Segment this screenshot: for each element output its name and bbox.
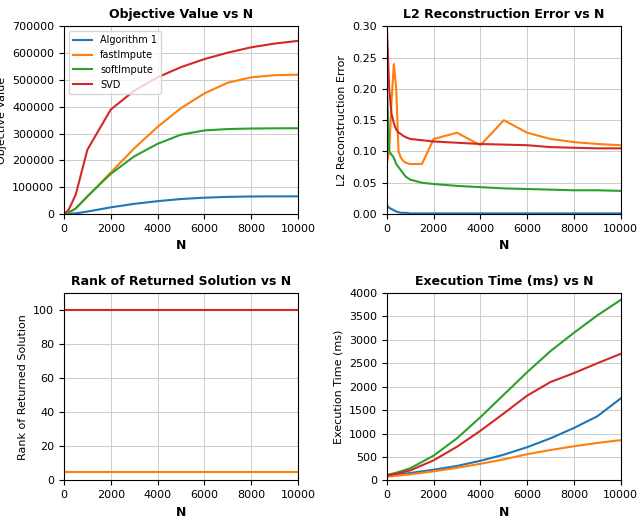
- SVD: [271, 40, 278, 46]
- softImpute: [247, 125, 255, 131]
- softImpute: [224, 126, 232, 132]
- Y-axis label: Objective Value: Objective Value: [0, 77, 6, 164]
- Title: Execution Time (ms) vs N: Execution Time (ms) vs N: [415, 275, 593, 288]
- Algorithm 1: [294, 193, 302, 200]
- Algorithm 1: [177, 196, 185, 202]
- fastImpute: [200, 90, 208, 97]
- softImpute: [84, 193, 92, 200]
- Line: softImpute: softImpute: [64, 128, 298, 214]
- softImpute: [65, 209, 72, 215]
- SVD: [65, 206, 72, 213]
- softImpute: [107, 171, 115, 177]
- fastImpute: [60, 211, 68, 217]
- fastImpute: [247, 74, 255, 80]
- SVD: [131, 88, 138, 94]
- Y-axis label: Execution Time (ms): Execution Time (ms): [333, 329, 344, 444]
- fastImpute: [107, 169, 115, 176]
- SVD: [107, 106, 115, 112]
- Algorithm 1: [72, 210, 79, 216]
- SVD: [200, 56, 208, 62]
- softImpute: [131, 153, 138, 159]
- fastImpute: [177, 105, 185, 111]
- Algorithm 1: [107, 204, 115, 211]
- SVD: [224, 50, 232, 56]
- Line: fastImpute: fastImpute: [64, 74, 298, 214]
- Algorithm 1: [154, 198, 161, 204]
- SVD: [72, 192, 79, 198]
- softImpute: [294, 125, 302, 131]
- Title: L2 Reconstruction Error vs N: L2 Reconstruction Error vs N: [403, 8, 605, 21]
- Line: SVD: SVD: [64, 41, 298, 214]
- Algorithm 1: [224, 194, 232, 200]
- Line: Algorithm 1: Algorithm 1: [64, 196, 298, 214]
- softImpute: [271, 125, 278, 131]
- Algorithm 1: [131, 201, 138, 207]
- SVD: [154, 74, 161, 80]
- fastImpute: [154, 124, 161, 130]
- Title: Rank of Returned Solution vs N: Rank of Returned Solution vs N: [71, 275, 291, 288]
- SVD: [84, 147, 92, 153]
- softImpute: [60, 211, 68, 217]
- softImpute: [154, 140, 161, 147]
- X-axis label: N: N: [499, 506, 509, 518]
- Legend: Algorithm 1, fastImpute, softImpute, SVD: Algorithm 1, fastImpute, softImpute, SVD: [69, 31, 161, 93]
- fastImpute: [84, 193, 92, 200]
- SVD: [60, 211, 68, 217]
- X-axis label: N: N: [176, 239, 186, 252]
- Algorithm 1: [65, 211, 72, 217]
- softImpute: [72, 205, 79, 212]
- softImpute: [200, 127, 208, 134]
- fastImpute: [131, 145, 138, 152]
- Algorithm 1: [200, 194, 208, 201]
- fastImpute: [271, 72, 278, 78]
- SVD: [177, 64, 185, 70]
- Algorithm 1: [271, 193, 278, 200]
- Algorithm 1: [60, 211, 68, 217]
- Y-axis label: L2 Reconstruction Error: L2 Reconstruction Error: [337, 55, 347, 186]
- Y-axis label: Rank of Returned Solution: Rank of Returned Solution: [18, 314, 28, 459]
- softImpute: [177, 131, 185, 138]
- X-axis label: N: N: [499, 239, 509, 252]
- fastImpute: [224, 80, 232, 86]
- SVD: [294, 37, 302, 44]
- SVD: [247, 44, 255, 51]
- fastImpute: [65, 210, 72, 216]
- fastImpute: [294, 71, 302, 78]
- X-axis label: N: N: [176, 506, 186, 518]
- Algorithm 1: [84, 209, 92, 215]
- Algorithm 1: [247, 193, 255, 200]
- Title: Objective Value vs N: Objective Value vs N: [109, 8, 253, 21]
- fastImpute: [72, 205, 79, 212]
